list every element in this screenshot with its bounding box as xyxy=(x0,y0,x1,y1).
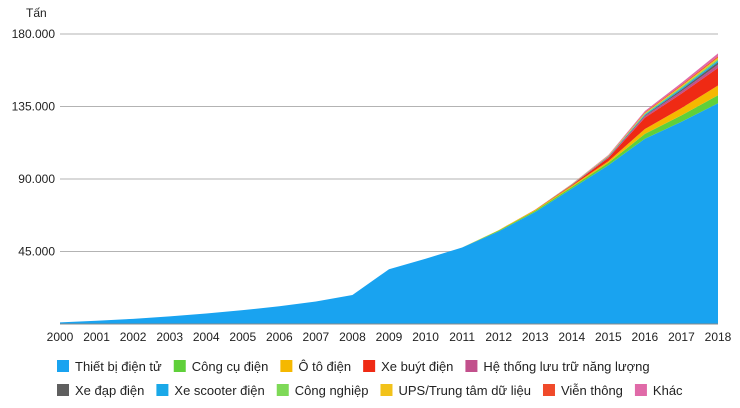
x-tick-label: 2007 xyxy=(303,330,330,344)
x-tick-label: 2010 xyxy=(412,330,439,344)
y-axis-unit-label: Tấn xyxy=(26,6,47,20)
x-tick-label: 2006 xyxy=(266,330,293,344)
y-tick-label: 90.000 xyxy=(18,172,55,186)
legend-label: Viễn thông xyxy=(561,383,623,398)
x-tick-label: 2017 xyxy=(668,330,695,344)
legend-swatch xyxy=(57,384,69,396)
legend-swatch xyxy=(465,360,478,372)
y-tick-label: 45.000 xyxy=(18,245,55,259)
legend-label: Xe scooter điện xyxy=(174,383,264,398)
legend-label: UPS/Trung tâm dữ liệu xyxy=(398,383,531,398)
area-layer xyxy=(60,53,718,324)
legend-label: Xe buýt điện xyxy=(381,359,453,374)
legend-label: Ô tô điện xyxy=(298,359,351,374)
legend-label: Khác xyxy=(653,383,683,398)
legend-label: Công cụ điện xyxy=(192,359,269,374)
legend-swatch xyxy=(542,384,555,396)
x-tick-label: 2000 xyxy=(47,330,74,344)
x-tick-label: 2016 xyxy=(632,330,659,344)
legend-swatch xyxy=(276,384,289,396)
legend-swatch xyxy=(363,360,376,372)
area-series-0 xyxy=(60,103,718,324)
legend-swatch xyxy=(156,384,169,396)
legend-swatch xyxy=(173,360,186,372)
x-tick-label: 2011 xyxy=(449,330,475,344)
x-tick-label: 2001 xyxy=(83,330,110,344)
x-tick-label: 2009 xyxy=(376,330,403,344)
x-tick-label: 2004 xyxy=(193,330,220,344)
x-tick-label: 2008 xyxy=(339,330,366,344)
legend-label: Thiết bị điện tử xyxy=(75,359,162,374)
x-tick-label: 2002 xyxy=(120,330,147,344)
x-tick-label: 2013 xyxy=(522,330,549,344)
x-tick-label: 2005 xyxy=(229,330,256,344)
x-tick-label: 2014 xyxy=(558,330,585,344)
legend-swatch xyxy=(634,384,647,396)
x-tick-label: 2012 xyxy=(485,330,512,344)
legend-swatch xyxy=(380,384,393,396)
legend-label: Xe đạp điện xyxy=(75,383,144,398)
x-tick-label: 2003 xyxy=(156,330,183,344)
y-tick-label: 180.000 xyxy=(12,27,56,41)
x-tick-label: 2018 xyxy=(705,330,732,344)
legend-swatch xyxy=(280,360,293,372)
x-tick-label: 2015 xyxy=(595,330,622,344)
y-tick-label: 135.000 xyxy=(12,100,56,114)
legend-label: Hệ thống lưu trữ năng lượng xyxy=(483,359,649,374)
legend-label: Công nghiệp xyxy=(295,383,369,398)
legend: Thiết bị điện tử Công cụ điện Ô tô điện Xe … xyxy=(57,359,683,398)
legend-swatch xyxy=(57,360,69,372)
axis-layer: 45.000 90.000 135.000 180.000 2000 2001 2002 20… xyxy=(12,27,732,344)
